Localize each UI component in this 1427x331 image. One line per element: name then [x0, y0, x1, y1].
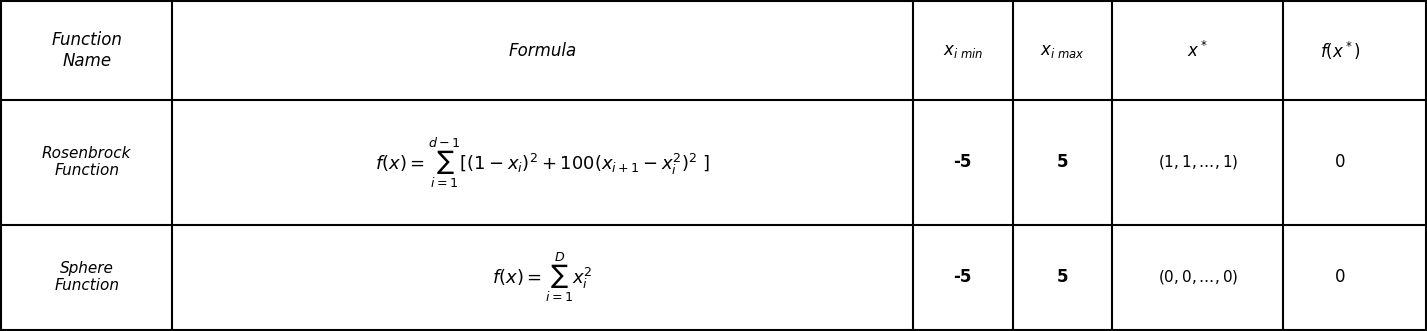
Text: $x_{i\ min}$: $x_{i\ min}$: [942, 42, 983, 60]
Text: $f(x) = \sum_{i=1}^{d-1}[(1-x_i)^2 + 100(x_{i+1} - x_i^2)^2\ ]$: $f(x) = \sum_{i=1}^{d-1}[(1-x_i)^2 + 100…: [375, 135, 711, 190]
Text: $(1,1,\ldots,1)$: $(1,1,\ldots,1)$: [1157, 153, 1237, 171]
Text: $x_{i\ max}$: $x_{i\ max}$: [1040, 42, 1085, 60]
Text: Function
Name: Function Name: [51, 31, 123, 70]
Text: -5: -5: [953, 153, 972, 171]
Text: 5: 5: [1056, 268, 1069, 286]
Text: $(0,0,\ldots,0)$: $(0,0,\ldots,0)$: [1157, 268, 1237, 286]
Text: Formula: Formula: [508, 42, 577, 60]
Text: 0: 0: [1334, 268, 1346, 286]
Text: Rosenbrock
Function: Rosenbrock Function: [41, 146, 131, 178]
Text: 0: 0: [1334, 153, 1346, 171]
Text: $f(x^*)$: $f(x^*)$: [1320, 40, 1360, 62]
Text: $x^*$: $x^*$: [1187, 41, 1209, 61]
Text: Sphere
Function: Sphere Function: [54, 261, 120, 293]
Text: $f(x) = \sum_{i=1}^{D} x_i^2$: $f(x) = \sum_{i=1}^{D} x_i^2$: [492, 250, 592, 304]
Text: -5: -5: [953, 268, 972, 286]
Text: 5: 5: [1056, 153, 1069, 171]
